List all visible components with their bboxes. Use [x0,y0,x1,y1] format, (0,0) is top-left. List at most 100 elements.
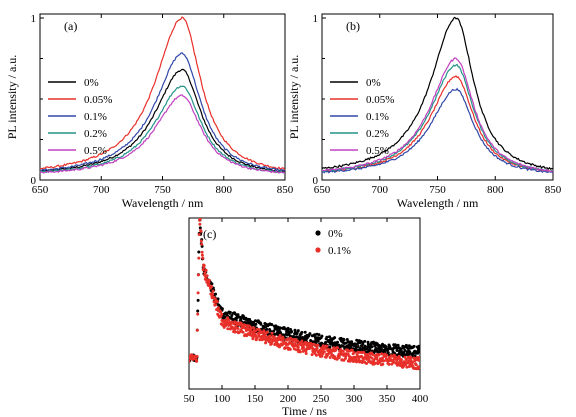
data-point [293,328,297,332]
data-point [399,358,403,362]
x-tick-label: 700 [93,184,110,196]
data-point [336,346,339,350]
data-point [196,273,200,277]
x-tick-label: 250 [313,393,330,405]
data-point [328,345,332,349]
data-point [235,323,239,327]
panel-c [188,210,421,390]
data-point [211,289,215,293]
data-point [296,345,300,349]
data-point [399,360,403,364]
data-point [252,326,256,330]
data-point [320,334,324,338]
legend-label: 0.05% [366,94,394,106]
data-point [203,271,207,275]
data-point [361,342,365,346]
data-point [365,362,368,365]
y-tick-label: 1 [313,13,319,25]
data-point [337,355,341,359]
data-point [350,348,354,352]
data-point [197,256,201,260]
x-tick-label: 850 [277,184,294,196]
data-point [356,345,360,348]
data-point [196,312,200,316]
data-point [219,310,223,314]
data-point [210,285,213,289]
data-point [198,210,201,213]
data-point [344,356,347,360]
data-point [370,345,374,349]
data-point [239,317,243,320]
data-point [207,281,211,284]
data-point [310,342,314,346]
x-tick-label: 800 [487,184,504,196]
y-tick-label: 0 [313,175,319,187]
series-line-0 [39,68,286,173]
data-point [258,338,262,342]
data-point [296,329,300,333]
data-point [198,218,202,220]
data-point [268,334,272,338]
y-axis-label: PL intensity / a.u. [5,55,19,140]
data-point [247,324,251,328]
data-point [363,339,367,343]
data-point [405,365,409,369]
x-axis-label: Time / ns [282,404,327,417]
data-point [189,359,191,363]
panel-b [321,13,554,181]
series-line-3 [39,85,286,174]
data-point [197,233,201,236]
data-point [341,349,345,353]
data-point [403,355,407,359]
data-point [264,341,268,345]
data-point [288,347,292,351]
data-point [230,320,234,324]
data-point [241,330,245,334]
data-point [290,330,294,334]
legend-label: 0.05% [84,94,112,106]
data-point [310,353,314,357]
data-point [370,356,374,360]
data-point [329,351,333,355]
data-point [255,336,259,340]
data-point [278,344,282,348]
data-point [352,351,356,355]
data-point [228,311,232,314]
data-point [236,313,240,317]
legend-marker [315,247,321,253]
plot-frame [321,13,554,181]
data-point [417,344,420,348]
data-point [198,222,202,226]
data-point [281,337,285,341]
x-tick-label: 650 [32,184,49,196]
data-point [304,352,308,355]
data-point [201,256,205,260]
data-point [239,321,243,325]
x-tick-label: 400 [412,393,429,405]
data-point [249,326,253,330]
data-point [333,336,337,340]
data-point [416,351,420,355]
x-axis-label: Wavelength / nm [122,196,204,210]
legend-label: 0% [84,77,99,89]
x-tick-label: 150 [247,393,264,405]
data-point [377,353,381,357]
series-line-2 [321,87,554,174]
legend-label: 0% [366,77,381,89]
data-point [236,327,240,330]
series-points-0 [189,210,420,363]
y-tick-label: 1 [31,13,37,25]
data-point [226,327,230,331]
legend-label: 0.1% [366,111,389,123]
data-point [325,335,329,339]
series-points-1 [189,218,420,371]
legend-label: 0.1% [84,111,107,123]
data-point [320,354,324,358]
data-point [195,359,199,363]
data-point [387,362,391,366]
data-point [322,350,326,354]
data-point [207,278,211,282]
data-point [357,357,361,361]
data-point [195,328,199,332]
